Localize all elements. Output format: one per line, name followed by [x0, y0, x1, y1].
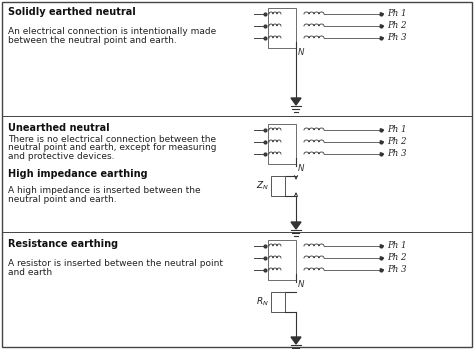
Text: Ph 1: Ph 1 — [387, 9, 407, 18]
Text: neutral point and earth, except for measuring: neutral point and earth, except for meas… — [8, 143, 217, 153]
Text: and protective devices.: and protective devices. — [8, 152, 115, 161]
Text: There is no electrical connection between the: There is no electrical connection betwee… — [8, 135, 216, 144]
Bar — [268, 8, 296, 48]
Text: Ph 3: Ph 3 — [387, 149, 407, 158]
Polygon shape — [291, 98, 301, 105]
Text: N: N — [298, 48, 304, 57]
Text: Ph 2: Ph 2 — [387, 22, 407, 30]
Text: Solidly earthed neutral: Solidly earthed neutral — [8, 7, 136, 17]
Text: N: N — [298, 164, 304, 173]
Text: N: N — [298, 280, 304, 289]
Text: An electrical connection is intentionally made: An electrical connection is intentionall… — [8, 28, 216, 37]
Bar — [268, 240, 296, 280]
Text: Ph 1: Ph 1 — [387, 126, 407, 134]
Bar — [271, 176, 285, 196]
Text: Ph 3: Ph 3 — [387, 266, 407, 275]
Text: $Z_{N}$: $Z_{N}$ — [256, 180, 269, 192]
Text: and earth: and earth — [8, 268, 52, 277]
Text: Unearthed neutral: Unearthed neutral — [8, 123, 109, 133]
Bar — [268, 124, 296, 164]
Text: neutral point and earth.: neutral point and earth. — [8, 194, 117, 203]
Text: High impedance earthing: High impedance earthing — [8, 169, 147, 179]
Text: between the neutral point and earth.: between the neutral point and earth. — [8, 36, 177, 45]
Text: Ph 3: Ph 3 — [387, 34, 407, 43]
Text: A high impedance is inserted between the: A high impedance is inserted between the — [8, 186, 201, 195]
Text: Ph 1: Ph 1 — [387, 242, 407, 251]
Text: A resistor is inserted between the neutral point: A resistor is inserted between the neutr… — [8, 260, 223, 268]
Text: Resistance earthing: Resistance earthing — [8, 239, 118, 249]
Text: Ph 2: Ph 2 — [387, 253, 407, 262]
Text: Ph 2: Ph 2 — [387, 138, 407, 147]
Bar — [271, 292, 285, 312]
Polygon shape — [291, 222, 301, 229]
Text: $R_{N}$: $R_{N}$ — [256, 296, 269, 308]
Polygon shape — [291, 337, 301, 344]
